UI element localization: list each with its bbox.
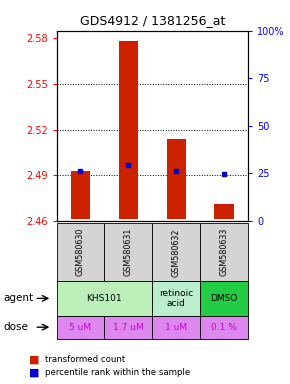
Text: transformed count: transformed count bbox=[45, 355, 125, 364]
Text: GSM580631: GSM580631 bbox=[124, 228, 133, 276]
Text: 1 uM: 1 uM bbox=[165, 323, 187, 332]
Text: GSM580630: GSM580630 bbox=[76, 228, 85, 276]
Text: retinoic
acid: retinoic acid bbox=[159, 289, 193, 308]
Text: KHS101: KHS101 bbox=[87, 294, 122, 303]
Bar bbox=[166, 139, 186, 219]
Title: GDS4912 / 1381256_at: GDS4912 / 1381256_at bbox=[79, 14, 225, 27]
Text: 1.7 uM: 1.7 uM bbox=[113, 323, 144, 332]
Text: dose: dose bbox=[3, 322, 28, 332]
Text: agent: agent bbox=[3, 293, 33, 303]
Text: ■: ■ bbox=[29, 367, 39, 377]
Text: DMSO: DMSO bbox=[210, 294, 238, 303]
Text: ■: ■ bbox=[29, 355, 39, 365]
Text: GSM580633: GSM580633 bbox=[220, 228, 229, 276]
Bar bbox=[119, 41, 138, 219]
Text: GSM580632: GSM580632 bbox=[172, 228, 181, 276]
Bar bbox=[214, 204, 233, 219]
Text: 5 uM: 5 uM bbox=[69, 323, 92, 332]
Text: 0.1 %: 0.1 % bbox=[211, 323, 237, 332]
Bar bbox=[71, 170, 90, 219]
Text: percentile rank within the sample: percentile rank within the sample bbox=[45, 368, 190, 377]
